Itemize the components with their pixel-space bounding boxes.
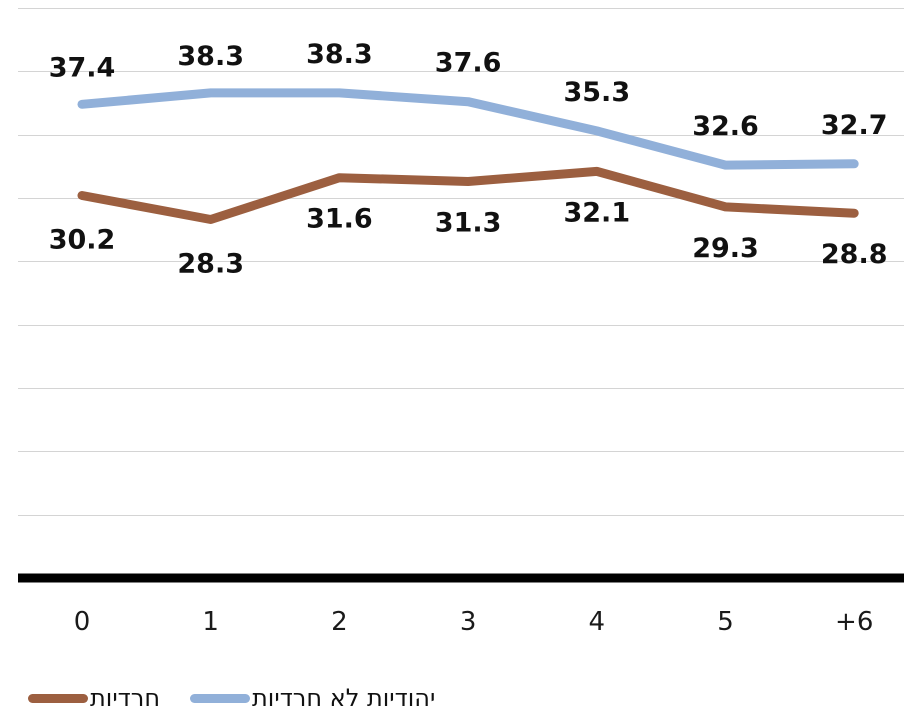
data-label-non-haredi: 38.3 [177, 41, 244, 72]
legend-label-haredi: חרדיות [90, 684, 161, 712]
legend-label-non-haredi: יהודיות לא חרדיות [252, 684, 436, 712]
legend-item-non-haredi: יהודיות לא חרדיות [190, 684, 435, 712]
legend-item-haredi: חרדיות [28, 684, 160, 712]
line-chart: 37.4 30.2 38.3 28.3 38.3 31.6 37.6 31.3 35.3 32.1… [18, 8, 904, 637]
data-label-non-haredi: 32.7 [821, 110, 888, 141]
x-tick-label: 4 [589, 607, 606, 637]
x-tick-label: 3 [460, 607, 477, 637]
data-label-haredi: 32.1 [563, 197, 630, 228]
data-label-non-haredi: 32.6 [692, 111, 759, 142]
data-label-non-haredi: 35.3 [563, 77, 630, 108]
x-tick-label: 5 [717, 607, 734, 637]
data-label-haredi: 28.8 [821, 239, 888, 270]
series-line-non-haredi [77, 88, 859, 170]
x-tick-label: 1 [202, 607, 219, 637]
data-label-non-haredi: 37.4 [49, 52, 116, 83]
data-label-haredi: 28.3 [177, 249, 244, 280]
legend-swatch-haredi [28, 693, 88, 703]
x-tick-labels: 0 1 2 3 4 5 +6 [74, 607, 874, 637]
data-label-haredi: 30.2 [49, 225, 116, 256]
data-label-haredi: 31.6 [306, 204, 373, 235]
x-tick-label: 2 [331, 607, 348, 637]
series-lines [77, 88, 859, 224]
data-label-haredi: 31.3 [435, 208, 502, 239]
data-label-haredi: 29.3 [692, 233, 759, 264]
data-label-non-haredi: 38.3 [306, 39, 373, 70]
series-line-haredi [77, 166, 859, 224]
gridlines [18, 8, 904, 516]
data-label-non-haredi: 37.6 [435, 48, 502, 79]
x-tick-label: +6 [835, 607, 873, 637]
data-labels: 37.4 30.2 38.3 28.3 38.3 31.6 37.6 31.3 35.3 32.1… [49, 39, 888, 280]
x-tick-label: 0 [74, 607, 91, 637]
legend: חרדיות יהודיות לא חרדיות [28, 680, 435, 716]
legend-swatch-non-haredi [190, 693, 251, 703]
